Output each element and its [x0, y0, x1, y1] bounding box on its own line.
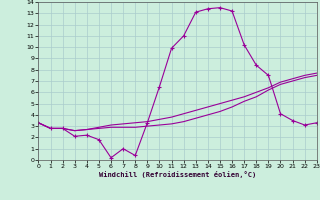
X-axis label: Windchill (Refroidissement éolien,°C): Windchill (Refroidissement éolien,°C) — [99, 171, 256, 178]
